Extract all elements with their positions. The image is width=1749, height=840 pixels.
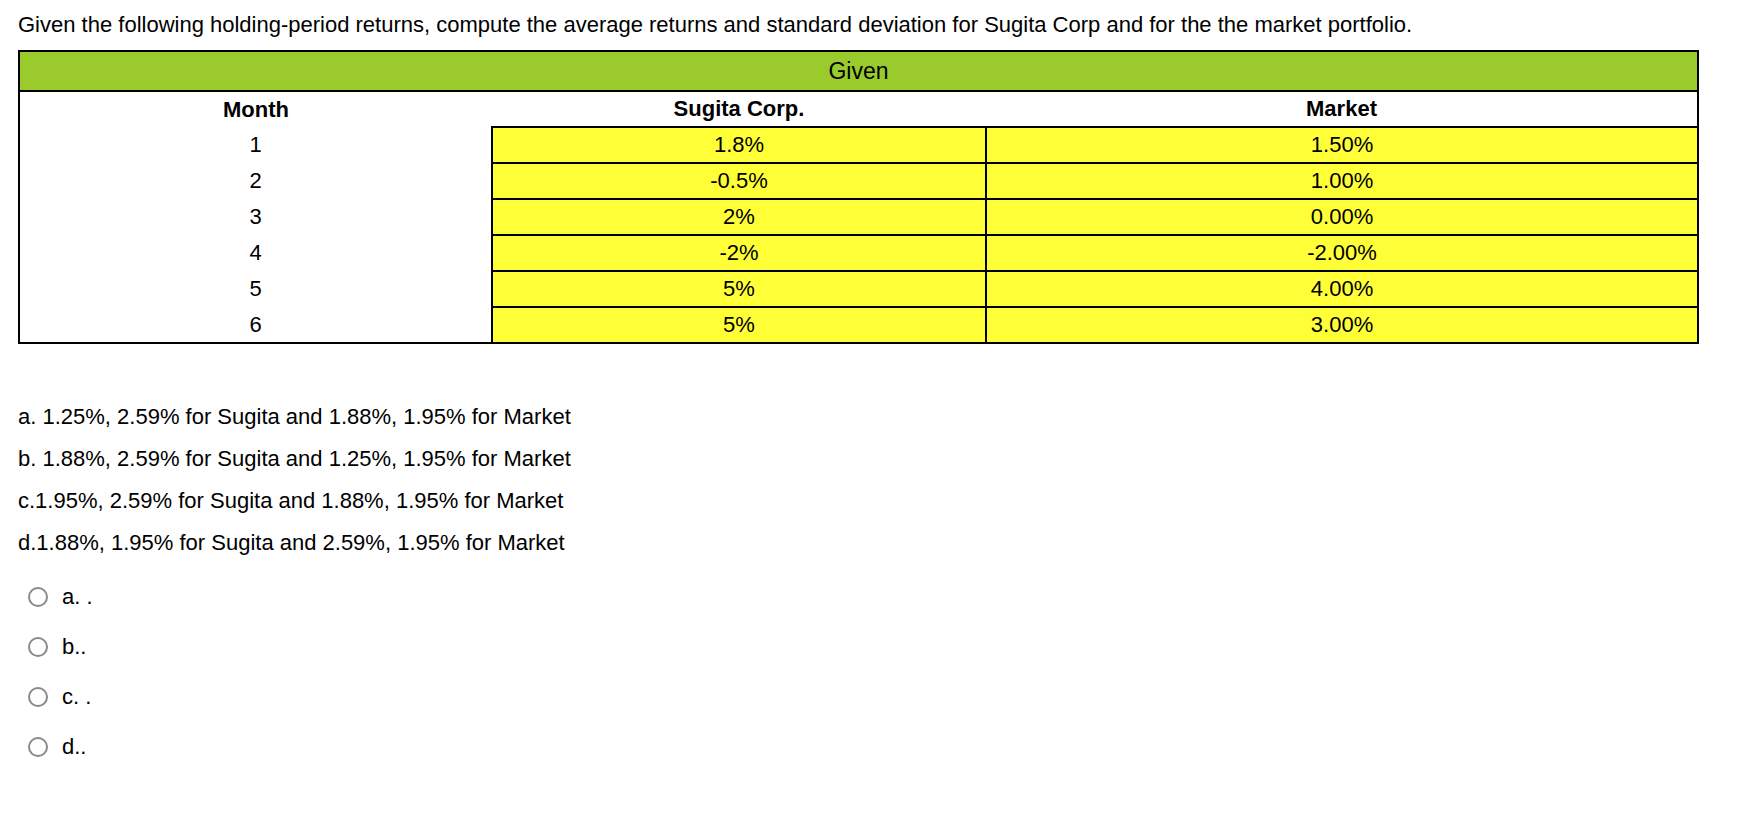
radio-option-label: b.. xyxy=(62,634,86,660)
month-cell: 5 xyxy=(19,271,492,307)
radio-option-label: c. . xyxy=(62,684,91,710)
radio-button-icon[interactable] xyxy=(28,687,48,707)
column-header-market: Market xyxy=(986,91,1698,127)
radio-button-icon[interactable] xyxy=(28,587,48,607)
answer-option-c: c.1.95%, 2.59% for Sugita and 1.88%, 1.9… xyxy=(18,480,1749,522)
month-cell: 6 xyxy=(19,307,492,343)
market-cell: 1.00% xyxy=(986,163,1698,199)
month-cell: 2 xyxy=(19,163,492,199)
market-cell: 4.00% xyxy=(986,271,1698,307)
month-cell: 4 xyxy=(19,235,492,271)
table-row: 1 1.8% 1.50% xyxy=(19,127,1698,163)
radio-option-label: a. . xyxy=(62,584,93,610)
question-text: Given the following holding-period retur… xyxy=(18,10,1468,40)
market-cell: -2.00% xyxy=(986,235,1698,271)
radio-option-c[interactable]: c. . xyxy=(18,672,1749,722)
answer-option-d: d.1.88%, 1.95% for Sugita and 2.59%, 1.9… xyxy=(18,522,1749,564)
table-row: 2 -0.5% 1.00% xyxy=(19,163,1698,199)
market-cell: 0.00% xyxy=(986,199,1698,235)
sugita-cell: -2% xyxy=(492,235,986,271)
table-title-row: Given xyxy=(19,51,1698,91)
sugita-cell: -0.5% xyxy=(492,163,986,199)
table-row: 6 5% 3.00% xyxy=(19,307,1698,343)
market-cell: 1.50% xyxy=(986,127,1698,163)
radio-option-d[interactable]: d.. xyxy=(18,722,1749,772)
quiz-question-page: Given the following holding-period retur… xyxy=(0,0,1749,772)
radio-option-label: d.. xyxy=(62,734,86,760)
table-row: 4 -2% -2.00% xyxy=(19,235,1698,271)
month-cell: 3 xyxy=(19,199,492,235)
radio-option-b[interactable]: b.. xyxy=(18,622,1749,672)
given-table: Given Month Sugita Corp. Market 1 1.8% 1… xyxy=(18,50,1699,344)
radio-button-icon[interactable] xyxy=(28,737,48,757)
answer-text-options: a. 1.25%, 2.59% for Sugita and 1.88%, 1.… xyxy=(18,396,1749,564)
table-title: Given xyxy=(19,51,1698,91)
answer-option-a: a. 1.25%, 2.59% for Sugita and 1.88%, 1.… xyxy=(18,396,1749,438)
column-header-sugita: Sugita Corp. xyxy=(492,91,986,127)
answer-option-b: b. 1.88%, 2.59% for Sugita and 1.25%, 1.… xyxy=(18,438,1749,480)
radio-option-a[interactable]: a. . xyxy=(18,572,1749,622)
column-header-month: Month xyxy=(19,91,492,127)
radio-group: a. . b.. c. . d.. xyxy=(18,572,1749,772)
month-cell: 1 xyxy=(19,127,492,163)
market-cell: 3.00% xyxy=(986,307,1698,343)
table-header-row: Month Sugita Corp. Market xyxy=(19,91,1698,127)
table-row: 3 2% 0.00% xyxy=(19,199,1698,235)
sugita-cell: 2% xyxy=(492,199,986,235)
sugita-cell: 5% xyxy=(492,271,986,307)
table-row: 5 5% 4.00% xyxy=(19,271,1698,307)
sugita-cell: 5% xyxy=(492,307,986,343)
sugita-cell: 1.8% xyxy=(492,127,986,163)
radio-button-icon[interactable] xyxy=(28,637,48,657)
